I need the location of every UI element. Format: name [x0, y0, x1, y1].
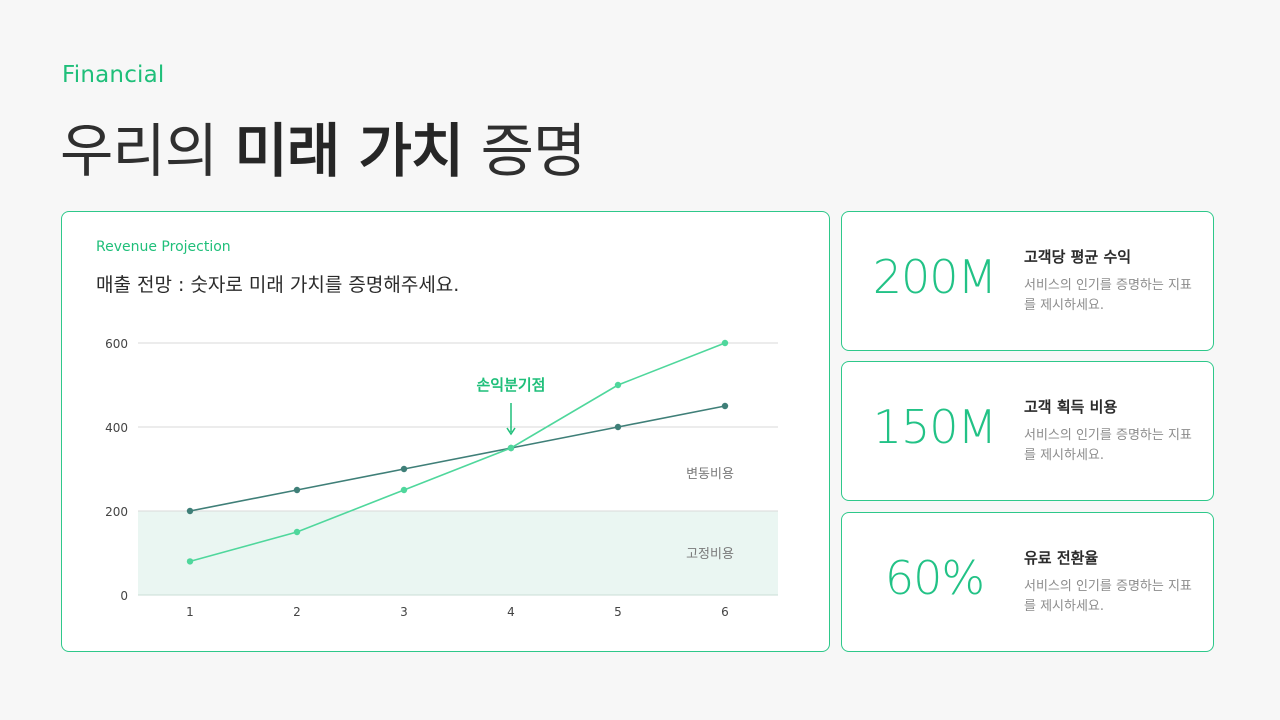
kpi-description: 서비스의 인기를 증명하는 지표를 제시하세요.: [1024, 428, 1192, 463]
series-point-1: [400, 465, 408, 473]
chart-eyebrow: Revenue Projection: [96, 239, 231, 255]
series-point-2: [293, 528, 301, 536]
break-even-label: 손익분기점: [476, 376, 545, 394]
x-tick-label: 6: [721, 605, 729, 619]
kpi-label: 고객당 평균 수익: [1024, 248, 1132, 266]
series-point-2: [186, 558, 194, 565]
series-line-1: [189, 405, 726, 512]
kpi-description: 서비스의 인기를 증명하는 지표를 제시하세요.: [1024, 579, 1192, 614]
series-line-2: [189, 342, 726, 563]
title-part-2: 증명: [463, 117, 587, 185]
page-title: 우리의 미래 가치 증명: [60, 104, 587, 188]
kpi-label: 고객 획득 비용: [1024, 398, 1118, 416]
y-tick-label: 400: [105, 421, 128, 435]
series-point-2: [400, 486, 408, 494]
x-tick-label: 5: [614, 605, 622, 619]
kpi-value: 60%: [884, 551, 985, 605]
series-point-1: [614, 423, 622, 431]
fixed-cost-band: [138, 511, 778, 595]
title-part-1: 우리의: [60, 117, 235, 185]
series-point-2: [614, 381, 622, 389]
series-point-2: [507, 444, 515, 452]
series-point-2: [721, 339, 729, 347]
chart-title: 매출 전망 : 숫자로 미래 가치를 증명해주세요.: [96, 274, 460, 296]
x-tick-label: 3: [400, 605, 408, 619]
kpi-card-arpu: 200M 고객당 평균 수익 서비스의 인기를 증명하는 지표를 제시하세요.: [841, 211, 1214, 351]
chart-card: Revenue Projection 매출 전망 : 숫자로 미래 가치를 증명…: [61, 211, 830, 652]
x-tick-label: 4: [507, 605, 515, 619]
kpi-value: 200M: [872, 250, 998, 304]
series-point-1: [186, 507, 194, 515]
kpi-description: 서비스의 인기를 증명하는 지표를 제시하세요.: [1024, 278, 1192, 313]
section-eyebrow: Financial: [62, 62, 165, 88]
kpi-label: 유료 전환율: [1024, 549, 1099, 567]
x-tick-label: 2: [293, 605, 301, 619]
variable-cost-label: 변동비용: [686, 467, 734, 482]
kpi-value: 150M: [872, 400, 998, 454]
kpi-card-cac: 150M 고객 획득 비용 서비스의 인기를 증명하는 지표를 제시하세요.: [841, 361, 1214, 501]
y-tick-label: 600: [105, 337, 128, 351]
kpi-card-conversion: 60% 유료 전환율 서비스의 인기를 증명하는 지표를 제시하세요.: [841, 512, 1214, 652]
fixed-cost-label: 고정비용: [686, 547, 734, 562]
break-even-arrow-head: [506, 427, 516, 436]
x-tick-label: 1: [186, 605, 194, 619]
series-point-1: [293, 486, 301, 494]
series-point-1: [721, 402, 729, 410]
title-bold: 미래 가치: [234, 117, 465, 185]
y-tick-label: 200: [105, 505, 128, 519]
y-tick-label: 0: [120, 589, 128, 603]
